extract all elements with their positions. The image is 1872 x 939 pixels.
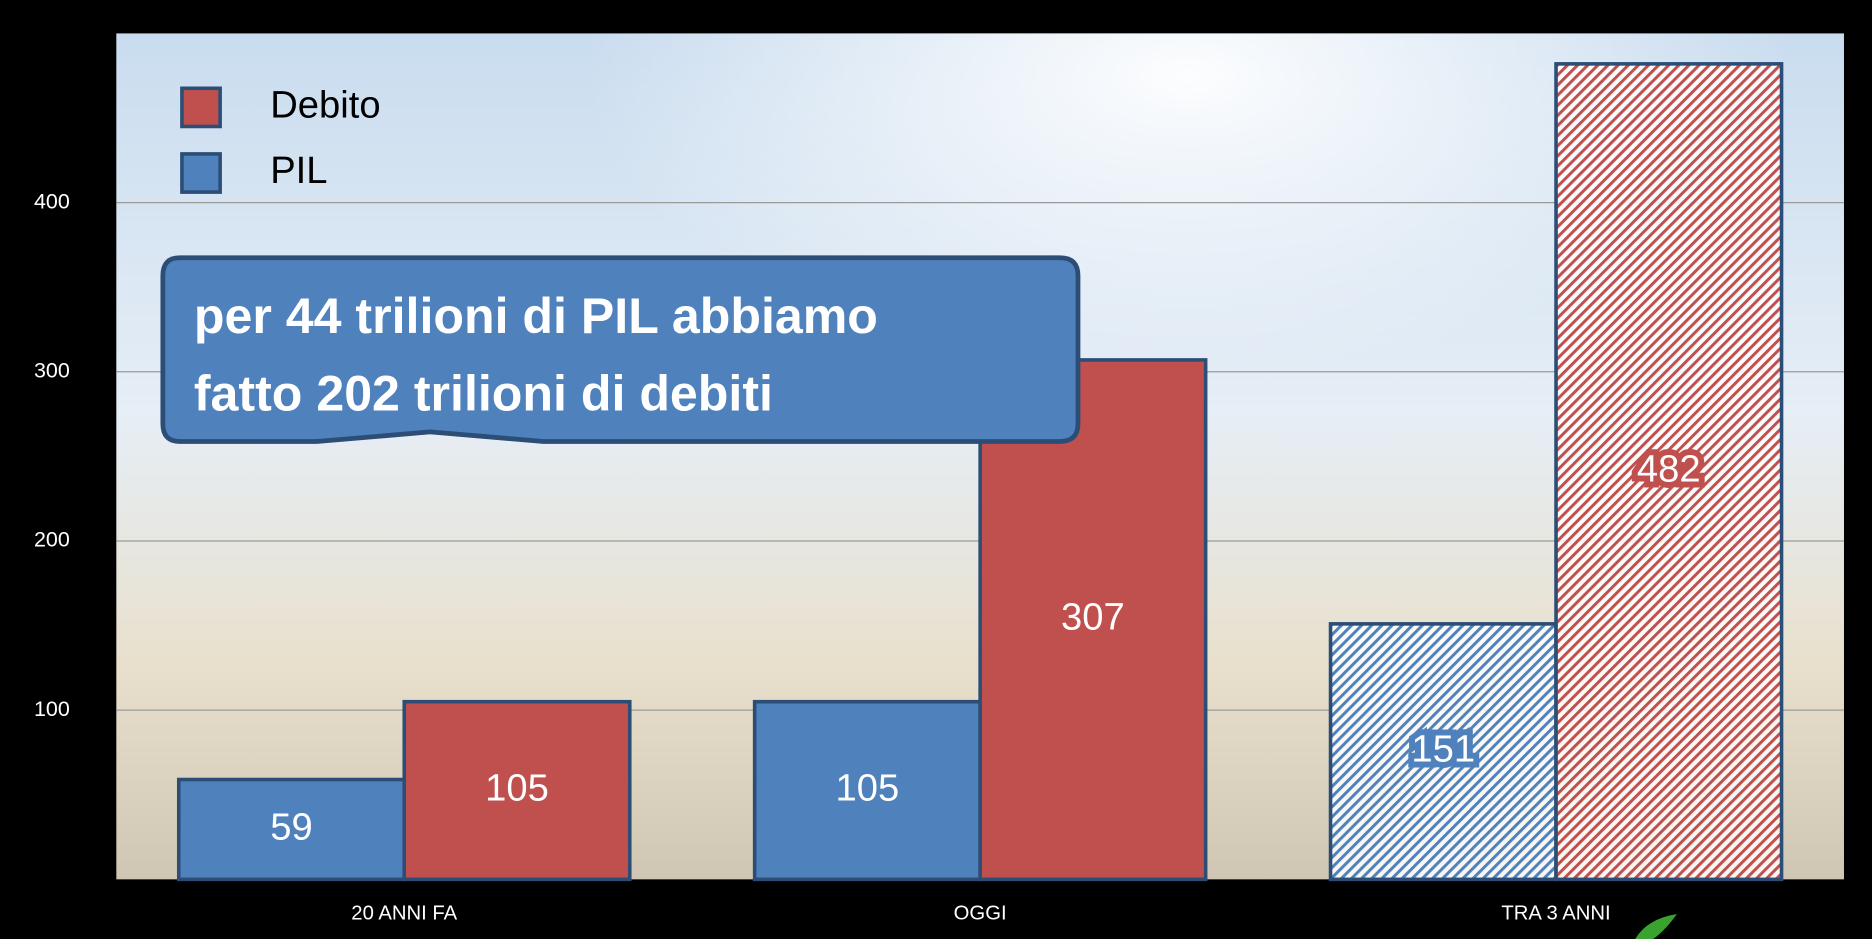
data-label: 105 [836,767,900,810]
legend-swatch [182,154,220,192]
data-label: 151 [1411,728,1475,771]
legend-label: Debito [270,83,380,126]
y-tick-label: 200 [34,528,70,552]
x-tick-label: 20 ANNI FA [351,902,457,924]
callout-text: fatto 202 trilioni di debiti [194,366,773,422]
x-tick-label: OGGI [954,902,1007,924]
y-tick-label: 300 [34,358,70,382]
y-tick-label: 400 [34,189,70,213]
x-tick-label: TRA 3 ANNI [1501,902,1610,924]
data-label: 307 [1061,596,1125,639]
callout-text: per 44 trilioni di PIL abbiamo [194,288,878,344]
chart: 100 200 300 400 20 ANNI FA 59 105 OGGI 105 307 TRA… [0,0,1872,939]
callout: per 44 trilioni di PIL abbiamo fatto 202… [163,258,1078,442]
data-label: 105 [485,767,549,810]
data-label: 59 [270,806,312,849]
legend-label: PIL [270,149,327,192]
page: {"chart_data": { "type": "bar", "categor… [0,0,1872,939]
data-label: 482 [1637,448,1701,491]
y-tick-label: 100 [34,697,70,721]
legend-swatch [182,88,220,126]
